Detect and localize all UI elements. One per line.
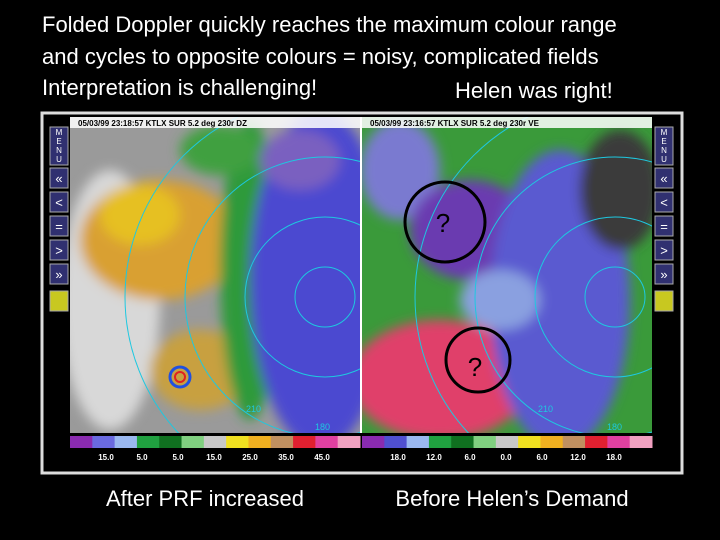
nav-button-label: » [660, 267, 667, 282]
velocity-image [362, 117, 652, 433]
nav-button-label: « [660, 171, 667, 186]
caption: After PRF increased [106, 486, 304, 511]
menu-button [654, 126, 674, 166]
colorbar-label: 15.0 [206, 453, 222, 462]
reflectivity-image [70, 117, 360, 433]
header-bg [362, 117, 652, 128]
nav-button-label: < [55, 195, 63, 210]
colorbar-segment [428, 436, 452, 448]
colorbar-segment [315, 436, 339, 448]
header-bg [70, 117, 360, 128]
nav-button[interactable] [49, 167, 69, 189]
nav-button[interactable] [654, 167, 674, 189]
colorbar-label: 45.0 [314, 453, 330, 462]
panel-header: 05/03/99 23:18:57 KTLX SUR 5.2 deg 230r … [78, 119, 247, 128]
colorbar-label: 12.0 [426, 453, 442, 462]
colorbar-segment [114, 436, 138, 448]
colorbar-label: 15.0 [98, 453, 114, 462]
nav-button-label: = [55, 219, 63, 234]
colorbar-label: 0.0 [500, 453, 512, 462]
colorbar-segment [337, 436, 361, 448]
caption: Before Helen’s Demand [395, 486, 628, 511]
panel-header: 05/03/99 23:16:57 KTLX SUR 5.2 deg 230r … [370, 119, 540, 128]
nav-button[interactable] [654, 239, 674, 261]
colorbar-segment [629, 436, 653, 448]
colorbar-segment [518, 436, 541, 448]
colorbar-segment [226, 436, 249, 448]
range-label: 180 [607, 422, 622, 432]
colorbar-label: 18.0 [606, 453, 622, 462]
colorbar-segment [181, 436, 205, 448]
nav-button[interactable] [654, 263, 674, 285]
colorbar-segment [585, 436, 608, 448]
colorbar-label: 25.0 [242, 453, 258, 462]
colorbar-segment [495, 436, 519, 448]
color-swatch [654, 290, 674, 312]
colorbar-label: 5.0 [136, 453, 148, 462]
color-swatch [49, 290, 69, 312]
nav-button-label: « [55, 171, 62, 186]
colorbar-label: 5.0 [172, 453, 184, 462]
range-label: 180 [315, 422, 330, 432]
nav-button[interactable] [49, 239, 69, 261]
nav-button[interactable] [49, 263, 69, 285]
colorbar-segment [203, 436, 227, 448]
range-label: 210 [538, 404, 553, 414]
colorbar-segment [159, 436, 183, 448]
colorbar-label: 12.0 [570, 453, 586, 462]
colorbar-segment [270, 436, 294, 448]
nav-button-label: > [55, 243, 63, 258]
nav-button-label: = [660, 219, 668, 234]
colorbar-label: 6.0 [536, 453, 548, 462]
colorbar-label: 18.0 [390, 453, 406, 462]
nav-button[interactable] [654, 191, 674, 213]
nav-button[interactable] [654, 215, 674, 237]
colorbar-segment [384, 436, 408, 448]
question-mark: ? [436, 208, 450, 238]
colorbar-segment [562, 436, 586, 448]
range-label: 210 [246, 404, 261, 414]
nav-button[interactable] [49, 215, 69, 237]
title-line: Folded Doppler quickly reaches the maxim… [42, 12, 617, 37]
question-mark: ? [468, 352, 482, 382]
title-line: Interpretation is challenging! [42, 75, 318, 100]
colorbar-segment [607, 436, 631, 448]
colorbar-segment [406, 436, 430, 448]
colorbar-label: 35.0 [278, 453, 294, 462]
title-note: Helen was right! [455, 78, 613, 103]
colorbar-segment [92, 436, 116, 448]
colorbar-segment [70, 436, 93, 448]
colorbar-segment [248, 436, 272, 448]
colorbar-segment [362, 436, 385, 448]
colorbar-segment [293, 436, 316, 448]
colorbar-label: 6.0 [464, 453, 476, 462]
nav-button[interactable] [49, 191, 69, 213]
colorbar-segment [473, 436, 497, 448]
nav-button-label: » [55, 267, 62, 282]
menu-button [49, 126, 69, 166]
colorbar-segment [451, 436, 475, 448]
title-line: and cycles to opposite colours = noisy, … [42, 44, 599, 69]
nav-button-label: < [660, 195, 668, 210]
colorbar-segment [540, 436, 564, 448]
colorbar-segment [136, 436, 160, 448]
nav-button-label: > [660, 243, 668, 258]
